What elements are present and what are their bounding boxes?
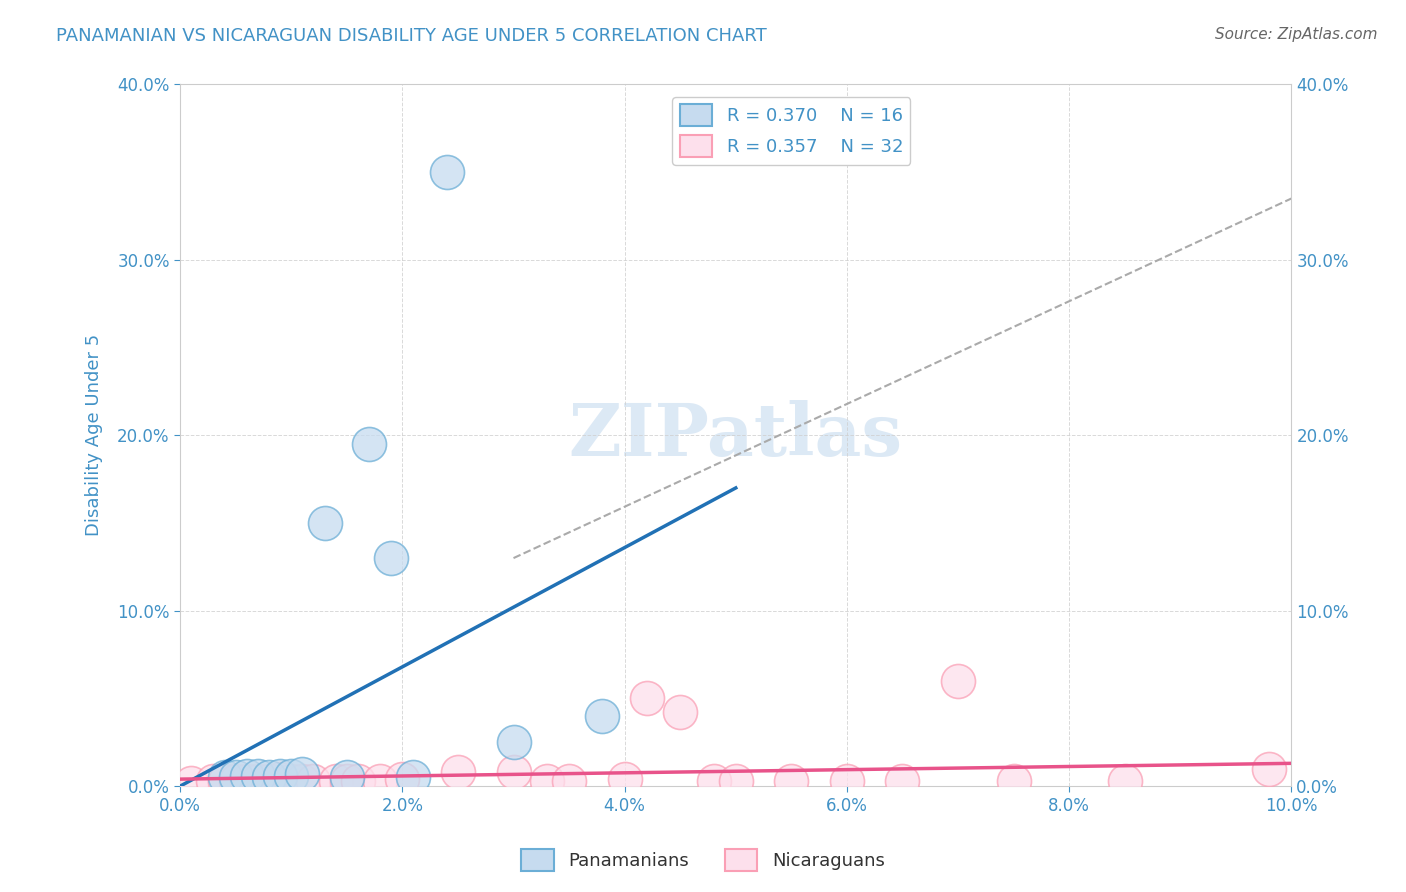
Y-axis label: Disability Age Under 5: Disability Age Under 5 — [86, 334, 103, 536]
Point — [225, 773, 247, 788]
Point — [236, 773, 259, 788]
Point — [280, 773, 302, 788]
Point — [336, 770, 359, 784]
Point — [291, 773, 314, 788]
Point — [502, 765, 524, 780]
Point — [402, 770, 425, 784]
Point — [257, 773, 280, 788]
Point — [336, 773, 359, 788]
Point — [347, 773, 370, 788]
Point — [724, 773, 747, 788]
Point — [436, 165, 458, 179]
Point — [302, 773, 325, 788]
Point — [1114, 773, 1136, 788]
Point — [613, 772, 636, 786]
Point — [291, 767, 314, 781]
Point — [536, 773, 558, 788]
Legend: R = 0.370    N = 16, R = 0.357    N = 32: R = 0.370 N = 16, R = 0.357 N = 32 — [672, 97, 910, 164]
Point — [246, 773, 269, 788]
Point — [269, 769, 291, 783]
Point — [202, 773, 225, 788]
Legend: Panamanians, Nicaraguans: Panamanians, Nicaraguans — [515, 842, 891, 879]
Point — [257, 770, 280, 784]
Point — [1258, 762, 1281, 776]
Text: PANAMANIAN VS NICARAGUAN DISABILITY AGE UNDER 5 CORRELATION CHART: PANAMANIAN VS NICARAGUAN DISABILITY AGE … — [56, 27, 768, 45]
Point — [246, 769, 269, 783]
Point — [891, 773, 914, 788]
Point — [380, 551, 402, 566]
Point — [180, 775, 202, 789]
Point — [225, 770, 247, 784]
Point — [502, 735, 524, 749]
Point — [835, 773, 858, 788]
Point — [669, 706, 692, 720]
Point — [214, 773, 236, 788]
Point — [558, 773, 581, 788]
Point — [314, 516, 336, 530]
Point — [780, 773, 803, 788]
Point — [391, 772, 413, 786]
Point — [269, 772, 291, 786]
Point — [280, 769, 302, 783]
Point — [325, 773, 347, 788]
Text: ZIPatlas: ZIPatlas — [568, 400, 903, 471]
Point — [236, 769, 259, 783]
Point — [703, 773, 725, 788]
Point — [946, 673, 969, 688]
Point — [214, 770, 236, 784]
Point — [357, 437, 380, 451]
Point — [447, 765, 470, 780]
Point — [591, 709, 613, 723]
Text: Source: ZipAtlas.com: Source: ZipAtlas.com — [1215, 27, 1378, 42]
Point — [368, 773, 391, 788]
Point — [1002, 773, 1025, 788]
Point — [636, 691, 658, 706]
